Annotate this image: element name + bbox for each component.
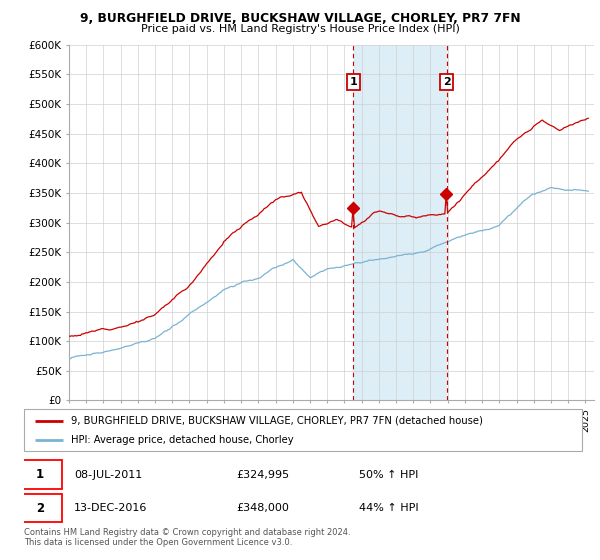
FancyBboxPatch shape (19, 460, 62, 489)
Text: 2: 2 (36, 502, 44, 515)
Text: 1: 1 (349, 77, 357, 87)
Text: £348,000: £348,000 (236, 503, 289, 513)
Text: Price paid vs. HM Land Registry's House Price Index (HPI): Price paid vs. HM Land Registry's House … (140, 24, 460, 34)
FancyBboxPatch shape (19, 494, 62, 522)
Text: 9, BURGHFIELD DRIVE, BUCKSHAW VILLAGE, CHORLEY, PR7 7FN (detached house): 9, BURGHFIELD DRIVE, BUCKSHAW VILLAGE, C… (71, 416, 484, 426)
Text: 1: 1 (36, 468, 44, 481)
Text: 44% ↑ HPI: 44% ↑ HPI (359, 503, 418, 513)
Text: £324,995: £324,995 (236, 470, 289, 479)
Text: 2: 2 (443, 77, 451, 87)
Text: HPI: Average price, detached house, Chorley: HPI: Average price, detached house, Chor… (71, 435, 294, 445)
FancyBboxPatch shape (24, 409, 582, 451)
Text: 9, BURGHFIELD DRIVE, BUCKSHAW VILLAGE, CHORLEY, PR7 7FN: 9, BURGHFIELD DRIVE, BUCKSHAW VILLAGE, C… (80, 12, 520, 25)
Text: 13-DEC-2016: 13-DEC-2016 (74, 503, 148, 513)
Text: Contains HM Land Registry data © Crown copyright and database right 2024.
This d: Contains HM Land Registry data © Crown c… (24, 528, 350, 547)
Text: 08-JUL-2011: 08-JUL-2011 (74, 470, 142, 479)
Text: 50% ↑ HPI: 50% ↑ HPI (359, 470, 418, 479)
